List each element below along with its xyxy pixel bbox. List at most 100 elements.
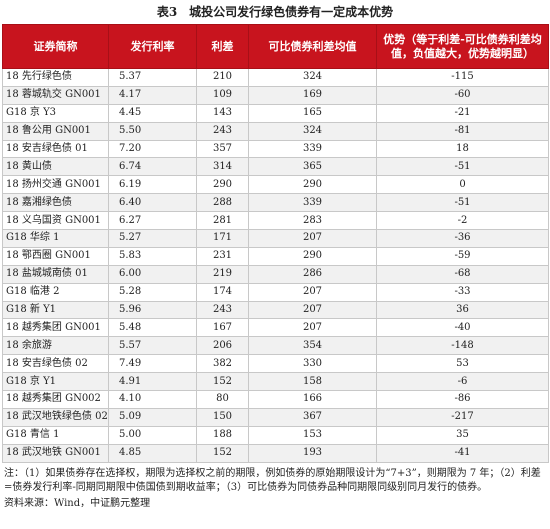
advantage-cell: 18 <box>376 139 549 159</box>
table-row: 18 越秀集团 GN002 4.10 80 166 -86 <box>2 390 549 409</box>
advantage-cell: -81 <box>376 121 549 141</box>
spread-cell: 210 <box>196 68 249 87</box>
issue-rate-cell: 5.57 <box>108 336 197 356</box>
bond-name-cell: 18 义乌国资 GN001 <box>2 211 109 231</box>
comparable-spread-cell: 286 <box>248 264 377 284</box>
comparable-spread-cell: 169 <box>248 85 377 105</box>
issue-rate-cell: 4.85 <box>108 443 197 463</box>
advantage-cell: -148 <box>376 336 549 356</box>
spread-cell: 219 <box>196 264 249 284</box>
comparable-spread-cell: 339 <box>248 193 377 213</box>
table-row: G18 京 Y3 4.45 143 165 -21 <box>2 103 549 123</box>
table-row: 18 安吉绿色债 02 7.49 382 330 53 <box>2 354 549 374</box>
issue-rate-cell: 7.20 <box>108 139 197 159</box>
spread-cell: 206 <box>196 336 249 356</box>
advantage-cell: -59 <box>376 246 549 266</box>
issue-rate-cell: 5.96 <box>108 300 197 320</box>
comparable-spread-cell: 365 <box>248 157 377 177</box>
bond-name-cell: G18 京 Y1 <box>2 372 109 392</box>
spread-cell: 152 <box>196 372 249 392</box>
table-row: G18 青信 1 5.00 188 153 35 <box>2 425 549 445</box>
issue-rate-cell: 7.49 <box>108 354 197 374</box>
bond-table: 证券简称 发行利率 利差 可比债券利差均值 优势（等于利差-可比债券利差均值，负… <box>2 24 549 463</box>
bond-name-cell: 18 盐城城南债 01 <box>2 264 109 284</box>
spread-cell: 152 <box>196 443 249 463</box>
spread-cell: 290 <box>196 175 249 195</box>
table-row: 18 先行绿色债 5.37 210 324 -115 <box>2 68 549 87</box>
issue-rate-cell: 5.83 <box>108 246 197 266</box>
bond-name-cell: 18 嘉湘绿色债 <box>2 193 109 213</box>
bond-name-cell: G18 临港 2 <box>2 282 109 302</box>
table-row: 18 越秀集团 GN001 5.48 167 207 -40 <box>2 318 549 338</box>
bond-name-cell: G18 华综 1 <box>2 229 109 248</box>
issue-rate-cell: 4.45 <box>108 103 197 123</box>
header-row: 证券简称 发行利率 利差 可比债券利差均值 优势（等于利差-可比债券利差均值，负… <box>2 24 549 69</box>
comparable-spread-cell: 290 <box>248 246 377 266</box>
bond-name-cell: 18 武汉地铁绿色债 02 <box>2 407 109 427</box>
table-row: 18 扬州交通 GN001 6.19 290 290 0 <box>2 175 549 195</box>
comparable-spread-cell: 207 <box>248 282 377 302</box>
table-row: 18 余旅游 5.57 206 354 -148 <box>2 336 549 356</box>
advantage-cell: -40 <box>376 318 549 338</box>
comparable-spread-cell: 324 <box>248 68 377 87</box>
bond-name-cell: 18 越秀集团 GN002 <box>2 390 109 409</box>
issue-rate-cell: 5.28 <box>108 282 197 302</box>
data-source: 资料来源：Wind，中证鹏元整理 <box>4 497 151 509</box>
bond-name-cell: 18 鲁公用 GN001 <box>2 121 109 141</box>
spread-cell: 314 <box>196 157 249 177</box>
issue-rate-cell: 5.00 <box>108 425 197 445</box>
comparable-spread-cell: 339 <box>248 139 377 159</box>
issue-rate-cell: 6.40 <box>108 193 197 213</box>
comparable-spread-cell: 324 <box>248 121 377 141</box>
advantage-cell: -6 <box>376 372 549 392</box>
advantage-cell: -2 <box>376 211 549 231</box>
spread-cell: 382 <box>196 354 249 374</box>
advantage-cell: -115 <box>376 68 549 87</box>
table-notes: 注：（1）如果债券存在选择权，期限为选择权之前的期限，例如债券的原始期限设计为“… <box>4 467 541 493</box>
spread-cell: 174 <box>196 282 249 302</box>
table-row: G18 华综 1 5.27 171 207 -36 <box>2 229 549 248</box>
bond-name-cell: 18 鄂西圈 GN001 <box>2 246 109 266</box>
advantage-cell: -33 <box>376 282 549 302</box>
table-row: 18 盐城城南债 01 6.00 219 286 -68 <box>2 264 549 284</box>
table-row: G18 京 Y1 4.91 152 158 -6 <box>2 372 549 392</box>
table-row: 18 武汉地铁 GN001 4.85 152 193 -41 <box>2 443 549 463</box>
issue-rate-cell: 6.27 <box>108 211 197 231</box>
advantage-cell: -217 <box>376 407 549 427</box>
table-row: G18 新 Y1 5.96 243 207 36 <box>2 300 549 320</box>
advantage-cell: -41 <box>376 443 549 463</box>
issue-rate-cell: 5.09 <box>108 407 197 427</box>
spread-cell: 357 <box>196 139 249 159</box>
spread-cell: 171 <box>196 229 249 248</box>
comparable-spread-cell: 367 <box>248 407 377 427</box>
comparable-spread-cell: 207 <box>248 318 377 338</box>
advantage-cell: -21 <box>376 103 549 123</box>
comparable-spread-cell: 165 <box>248 103 377 123</box>
issue-rate-cell: 5.27 <box>108 229 197 248</box>
advantage-cell: 35 <box>376 425 549 445</box>
spread-cell: 281 <box>196 211 249 231</box>
table-row: 18 义乌国资 GN001 6.27 281 283 -2 <box>2 211 549 231</box>
comparable-spread-cell: 330 <box>248 354 377 374</box>
spread-cell: 109 <box>196 85 249 105</box>
issue-rate-cell: 5.37 <box>108 68 197 87</box>
header-advantage: 优势（等于利差-可比债券利差均值，负值越大，优势越明显） <box>376 24 549 69</box>
spread-cell: 243 <box>196 121 249 141</box>
comparable-spread-cell: 207 <box>248 300 377 320</box>
bond-name-cell: G18 京 Y3 <box>2 103 109 123</box>
comparable-spread-cell: 283 <box>248 211 377 231</box>
comparable-spread-cell: 354 <box>248 336 377 356</box>
comparable-spread-cell: 153 <box>248 425 377 445</box>
table-row: 18 蓉城轨交 GN001 4.17 109 169 -60 <box>2 85 549 105</box>
table-title: 表3 城投公司发行绿色债券有一定成本优势 <box>156 5 394 19</box>
bond-name-cell: 18 黄山债 <box>2 157 109 177</box>
table-row: 18 安吉绿色债 01 7.20 357 339 18 <box>2 139 549 159</box>
spread-cell: 80 <box>196 390 249 409</box>
bond-name-cell: G18 青信 1 <box>2 425 109 445</box>
advantage-cell: -60 <box>376 85 549 105</box>
advantage-cell: -36 <box>376 229 549 248</box>
spread-cell: 243 <box>196 300 249 320</box>
bond-name-cell: 18 越秀集团 GN001 <box>2 318 109 338</box>
advantage-cell: 53 <box>376 354 549 374</box>
